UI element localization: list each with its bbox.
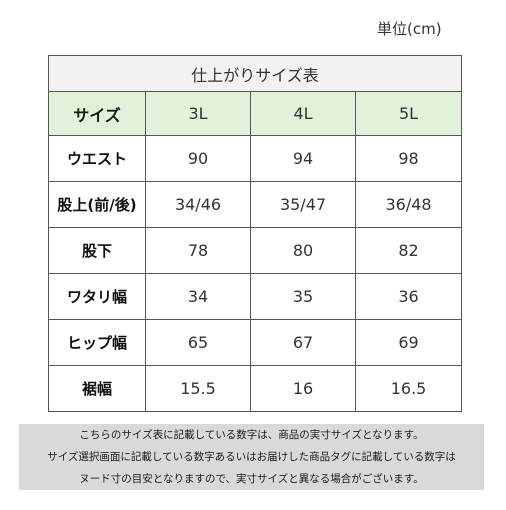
table-cell: 35/47 (250, 181, 356, 228)
header-4l: 4L (250, 91, 356, 136)
header-3l: 3L (145, 91, 251, 136)
row-label-inseam: 股下 (48, 227, 146, 274)
note-line: サイズ選択画面に記載している数字あるいはお届けした商品タグに記載している数字は (47, 451, 456, 463)
note-line: ヌード寸の目安となりますので、実寸サイズと異なる場合がございます。 (79, 473, 424, 485)
row-label-waist: ウエスト (48, 135, 146, 182)
table-cell: 94 (250, 135, 356, 182)
table-cell: 80 (250, 227, 356, 274)
table-cell: 36 (354, 273, 463, 320)
table-row: ヒップ幅 65 67 69 (48, 319, 463, 366)
table-row: ウエスト 90 94 98 (48, 135, 463, 182)
table-title: 仕上がりサイズ表 (47, 55, 463, 92)
table-cell: 15.5 (145, 365, 251, 412)
row-label-rise: 股上(前/後) (48, 181, 146, 228)
table-cell: 34 (145, 273, 251, 320)
unit-label: 単位(cm) (377, 20, 442, 38)
table-cell: 90 (145, 135, 251, 182)
note-line: こちらのサイズ表に記載している数字は、商品の実寸サイズとなります。 (79, 429, 424, 441)
notes-box: こちらのサイズ表に記載している数字は、商品の実寸サイズとなります。 サイズ選択画… (19, 424, 484, 490)
row-label-hip: ヒップ幅 (48, 319, 146, 366)
table-cell: 98 (354, 135, 463, 182)
table-cell: 16.5 (354, 365, 463, 412)
table-cell: 34/46 (145, 181, 251, 228)
row-label-hem: 裾幅 (48, 365, 146, 412)
table-cell: 65 (145, 319, 251, 366)
table-cell: 67 (250, 319, 356, 366)
table-cell: 78 (145, 227, 251, 274)
table-row: 裾幅 15.5 16 16.5 (48, 365, 463, 412)
table-cell: 35 (250, 273, 356, 320)
table-title-row: 仕上がりサイズ表 (47, 55, 463, 92)
header-size-label: サイズ (48, 91, 146, 136)
table-cell: 69 (354, 319, 463, 366)
table-row: 股下 78 80 82 (48, 227, 463, 274)
table-row: ワタリ幅 34 35 36 (48, 273, 463, 320)
row-label-thigh: ワタリ幅 (48, 273, 146, 320)
table-cell: 16 (250, 365, 356, 412)
table-header-row: サイズ 3L 4L 5L (48, 91, 463, 136)
table-row: 股上(前/後) 34/46 35/47 36/48 (48, 181, 463, 228)
header-5l: 5L (354, 91, 463, 136)
size-table: 仕上がりサイズ表 サイズ 3L 4L 5L ウエスト 90 94 98 股上(前… (47, 55, 463, 412)
table-cell: 82 (354, 227, 463, 274)
table-cell: 36/48 (354, 181, 463, 228)
